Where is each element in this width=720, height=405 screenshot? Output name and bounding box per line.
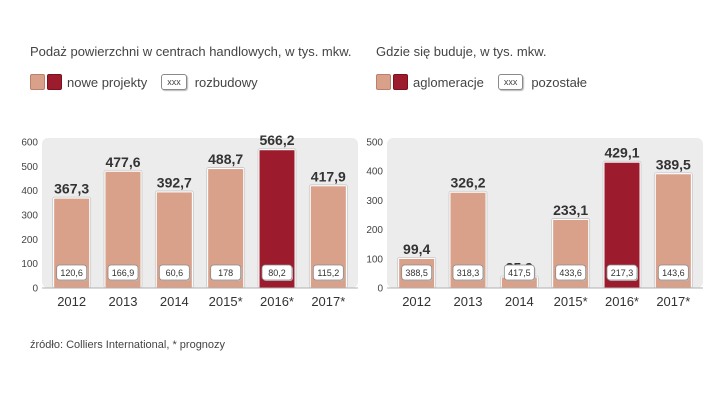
secondary-value-label: 120,6 — [60, 268, 83, 278]
y-tick-label: 300 — [366, 196, 383, 207]
secondary-value-label: 178 — [218, 268, 233, 278]
legend-label-rozbudowy: rozbudowy — [194, 74, 258, 90]
x-tick-label: 2016* — [260, 294, 294, 309]
y-tick-label: 0 — [377, 284, 383, 295]
x-tick-label: 2015* — [209, 294, 243, 309]
bar-value-label: 488,7 — [208, 151, 243, 167]
secondary-value-label: 143,6 — [662, 268, 685, 278]
secondary-value-box — [555, 264, 587, 281]
x-tick-label: 2015* — [554, 294, 588, 309]
secondary-value-label: 80,2 — [268, 268, 286, 278]
x-tick-label: 2013 — [109, 294, 138, 309]
y-tick-label: 100 — [21, 259, 38, 270]
bar-value-label: 367,3 — [54, 181, 89, 197]
y-tick-label: 600 — [21, 138, 38, 149]
legend-swatch-accent — [393, 74, 408, 90]
x-tick-label: 2012 — [57, 294, 86, 309]
x-tick-label: 2014 — [505, 294, 534, 309]
y-tick-label: 100 — [366, 254, 383, 265]
secondary-value-box — [606, 264, 638, 281]
source-note: źródło: Colliers International, * progno… — [30, 339, 226, 351]
legend-swatch-main — [376, 74, 391, 90]
y-tick-label: 0 — [32, 284, 38, 295]
bar-value-label: 477,6 — [105, 154, 140, 170]
legend-label-pozostale: pozostałe — [531, 74, 587, 90]
secondary-value-label: 433,6 — [559, 268, 582, 278]
legend-box-marker: xxx — [161, 74, 187, 90]
right-chart-legend: aglomeracje xxx pozostałe — [376, 73, 587, 91]
y-tick-label: 500 — [21, 162, 38, 173]
y-tick-label: 500 — [366, 138, 383, 149]
y-tick-label: 400 — [21, 186, 38, 197]
x-tick-label: 2017* — [311, 294, 345, 309]
secondary-value-box — [56, 264, 88, 281]
legend-swatch-main — [30, 74, 45, 90]
secondary-value-label: 318,3 — [457, 268, 480, 278]
legend-swatch-accent — [47, 74, 62, 90]
secondary-value-box — [401, 264, 433, 281]
secondary-value-label: 217,3 — [611, 268, 634, 278]
y-tick-label: 400 — [366, 167, 383, 178]
x-tick-label: 2016* — [605, 294, 639, 309]
left-bar-chart: 0 100 200 300 400 500 600 367,3 120,6 2012 477,6 16… — [21, 132, 358, 309]
legend-box-marker: xxx — [497, 74, 524, 90]
secondary-value-label: 60,6 — [166, 268, 184, 278]
secondary-value-box — [210, 264, 242, 281]
x-tick-label: 2012 — [402, 294, 431, 309]
secondary-value-box — [312, 264, 344, 281]
secondary-value-box — [657, 264, 689, 281]
bar-value-label: 417,9 — [311, 168, 346, 184]
left-chart-legend: nowe projekty xxx rozbudowy — [30, 73, 258, 91]
secondary-value-box — [261, 264, 293, 281]
bar-value-label: 326,2 — [450, 175, 485, 191]
y-tick-label: 200 — [21, 235, 38, 246]
secondary-value-box — [107, 264, 139, 281]
y-tick-label: 300 — [21, 211, 38, 222]
bar-value-label: 566,2 — [259, 132, 294, 148]
bar-value-label: 233,1 — [553, 202, 588, 218]
x-tick-label: 2017* — [656, 294, 690, 309]
bar-value-label: 429,1 — [604, 145, 639, 161]
x-tick-label: 2013 — [454, 294, 483, 309]
secondary-value-label: 417,5 — [508, 268, 531, 278]
secondary-value-box — [158, 264, 190, 281]
secondary-value-label: 388,5 — [405, 268, 428, 278]
bar-value-label: 99,4 — [403, 241, 430, 257]
bar — [501, 277, 537, 288]
left-chart-title: Podaż powierzchni w centrach handlowych,… — [30, 44, 352, 59]
secondary-value-label: 166,9 — [112, 268, 135, 278]
x-tick-label: 2014 — [160, 294, 189, 309]
right-chart-title: Gdzie się buduje, w tys. mkw. — [376, 44, 547, 59]
bar-value-label: 392,7 — [157, 174, 192, 190]
secondary-value-label: 115,2 — [317, 268, 339, 278]
right-bar-chart: 0 100 200 300 400 500 99,4 388,5 2012 326,2 318,3 2… — [366, 138, 703, 309]
bar-value-label: 389,5 — [656, 156, 691, 172]
secondary-value-box — [503, 264, 535, 281]
secondary-value-box — [452, 264, 484, 281]
y-tick-label: 200 — [366, 225, 383, 236]
legend-label-nowe-projekty: nowe projekty — [67, 74, 148, 90]
legend-label-aglomeracje: aglomeracje — [413, 74, 484, 90]
